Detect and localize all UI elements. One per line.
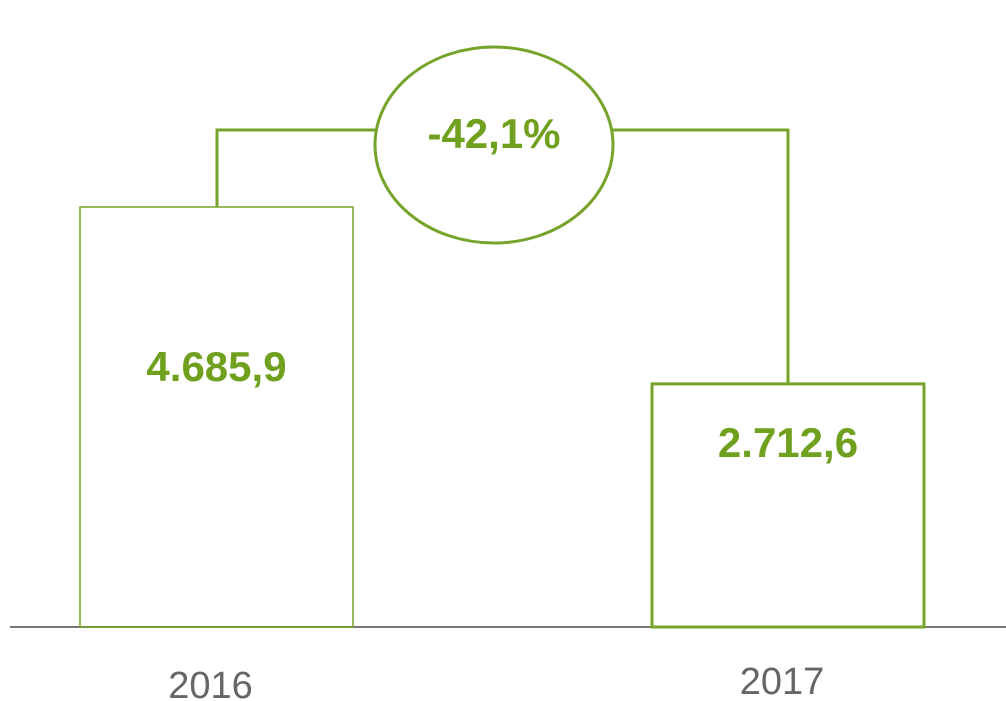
x-tick-label: 2017 bbox=[740, 661, 825, 701]
change-label: -42,1% bbox=[427, 110, 560, 157]
x-tick-label: 2016 bbox=[168, 665, 253, 701]
change-circle bbox=[373, 45, 615, 245]
value-label: 4.685,9 bbox=[146, 343, 286, 390]
connector bbox=[611, 128, 790, 384]
value-label: 2.712,6 bbox=[718, 419, 858, 466]
bar bbox=[79, 206, 354, 628]
connector bbox=[215, 128, 377, 207]
